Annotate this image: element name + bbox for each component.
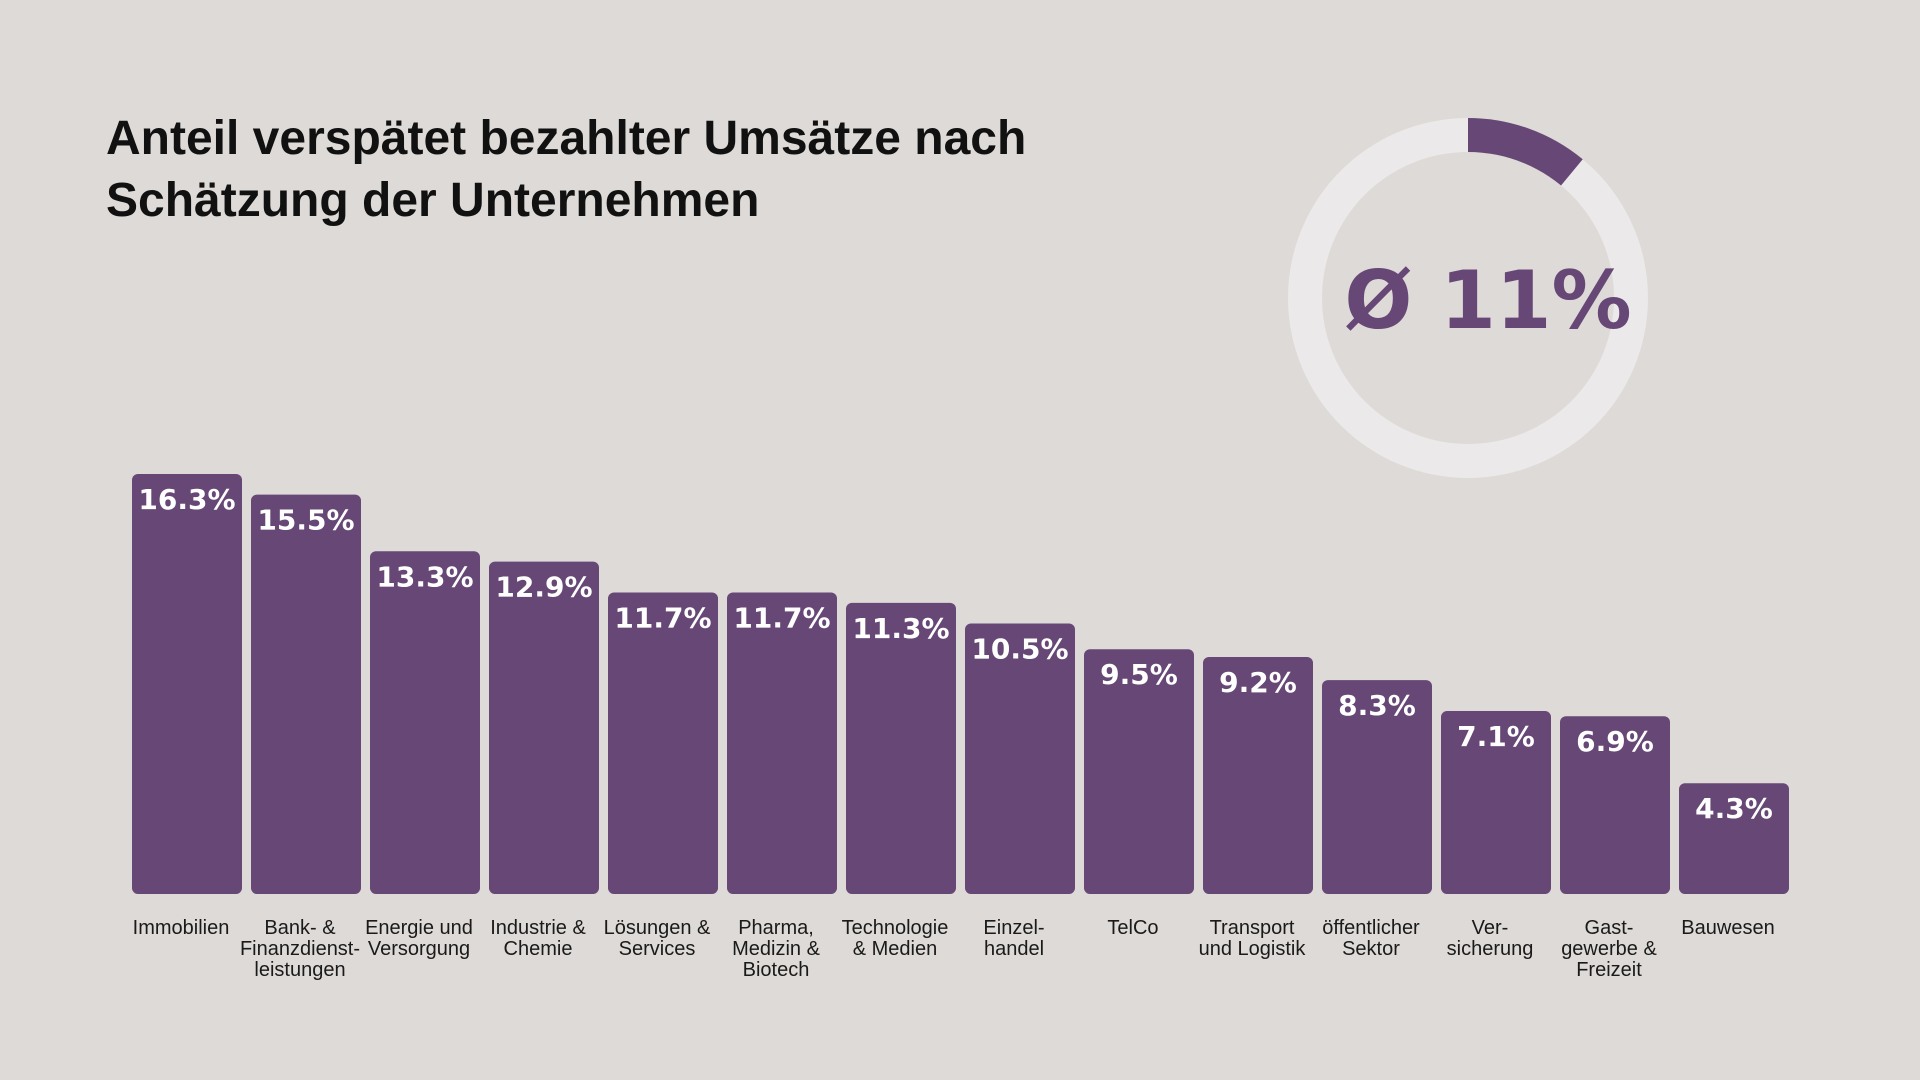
bar-13 — [1679, 783, 1789, 894]
donut-average-label: Ø 11% — [1344, 254, 1631, 347]
bar-7 — [965, 623, 1075, 894]
category-label-8-line-0: TelCo — [1107, 917, 1158, 939]
bar-0 — [132, 474, 242, 894]
category-label-1: Bank- & Finanzdienst-leistungen — [240, 917, 360, 981]
bar-value-label-0: 16.3% — [138, 483, 235, 516]
bar-value-label-8: 9.5% — [1100, 658, 1178, 691]
category-label-0: Immobilien — [133, 917, 230, 939]
bar-5 — [727, 592, 837, 894]
bars-group: 16.3% Immobilien 15.5% Bank- & Finanzdienst-… — [132, 474, 1789, 981]
category-label-9: Transport und Logistik — [1199, 917, 1307, 960]
category-label-4-line-1: Services — [619, 938, 696, 960]
category-label-5: Pharma, Medizin & Biotech — [732, 917, 820, 981]
category-label-6-line-0: Technologie — [842, 917, 949, 939]
category-label-3-line-0: Industrie & — [490, 917, 586, 939]
bar-value-label-12: 6.9% — [1576, 725, 1654, 758]
category-label-1-line-1: Finanzdienst- — [240, 938, 360, 960]
bar-12 — [1560, 716, 1670, 894]
category-label-8: TelCo — [1107, 917, 1158, 939]
category-label-6-line-1: & Medien — [853, 938, 938, 960]
category-label-13-line-0: Bauwesen — [1681, 917, 1774, 939]
bar-value-label-11: 7.1% — [1457, 720, 1535, 753]
category-label-2: Energie und Versorgung — [365, 917, 473, 960]
category-label-10-line-0: öffentlicher — [1322, 917, 1420, 939]
bar-value-label-5: 11.7% — [733, 602, 830, 635]
bar-value-label-13: 4.3% — [1695, 792, 1773, 825]
category-label-5-line-1: Medizin & — [732, 938, 820, 960]
category-label-9-line-1: und Logistik — [1199, 938, 1307, 960]
category-label-7-line-0: Einzel- — [983, 917, 1044, 939]
category-label-5-line-2: Biotech — [743, 959, 810, 981]
chart-title-line-1: Anteil verspätet bezahlter Umsätze nach — [106, 112, 1027, 165]
bar-6 — [846, 602, 956, 894]
category-label-4: Lösungen & Services — [604, 917, 711, 960]
category-label-11: Ver-sicherung — [1447, 917, 1534, 960]
bar-value-label-2: 13.3% — [376, 560, 473, 593]
bar-1 — [251, 494, 361, 894]
category-label-9-line-0: Transport — [1210, 917, 1295, 939]
category-label-3-line-1: Chemie — [504, 938, 573, 960]
average-donut: Ø 11% — [1288, 118, 1648, 478]
category-label-11-line-1: sicherung — [1447, 938, 1534, 960]
category-label-12-line-2: Freizeit — [1576, 959, 1642, 981]
category-label-13: Bauwesen — [1681, 917, 1774, 939]
bar-value-label-6: 11.3% — [852, 612, 949, 645]
chart-title: Anteil verspätet bezahlter Umsätze nach … — [106, 108, 1106, 232]
category-label-11-line-0: Ver- — [1472, 917, 1509, 939]
category-label-10: öffentlicher Sektor — [1322, 917, 1420, 960]
bar-value-label-1: 15.5% — [257, 504, 354, 537]
bar-value-label-10: 8.3% — [1338, 689, 1416, 722]
category-label-3: Industrie & Chemie — [490, 917, 586, 960]
category-label-0-line-0: Immobilien — [133, 917, 230, 939]
bar-value-label-9: 9.2% — [1219, 666, 1297, 699]
bar-8 — [1084, 649, 1194, 894]
category-label-4-line-0: Lösungen & — [604, 917, 711, 939]
category-label-12-line-1: gewerbe & — [1561, 938, 1657, 960]
category-label-5-line-0: Pharma, — [738, 917, 814, 939]
bar-4 — [608, 592, 718, 894]
bar-2 — [370, 551, 480, 894]
category-label-7: Einzel-handel — [983, 917, 1044, 960]
bar-value-label-3: 12.9% — [495, 571, 592, 604]
category-label-2-line-1: Versorgung — [368, 938, 470, 960]
bar-3 — [489, 561, 599, 894]
category-label-7-line-1: handel — [984, 938, 1044, 960]
category-label-12: Gast-gewerbe & Freizeit — [1561, 917, 1657, 981]
category-label-10-line-1: Sektor — [1342, 938, 1400, 960]
bar-value-label-4: 11.7% — [614, 602, 711, 635]
category-label-1-line-0: Bank- & — [264, 917, 336, 939]
bar-9 — [1203, 656, 1313, 894]
bar-11 — [1441, 711, 1551, 894]
category-label-6: Technologie & Medien — [842, 917, 949, 960]
category-label-1-line-2: leistungen — [254, 959, 345, 981]
category-label-12-line-0: Gast- — [1585, 917, 1634, 939]
donut-hole — [1322, 152, 1614, 444]
bar-10 — [1322, 680, 1432, 894]
chart-title-line-2: Schätzung der Unternehmen — [106, 174, 760, 227]
category-label-2-line-0: Energie und — [365, 917, 473, 939]
bar-value-label-7: 10.5% — [971, 632, 1068, 665]
